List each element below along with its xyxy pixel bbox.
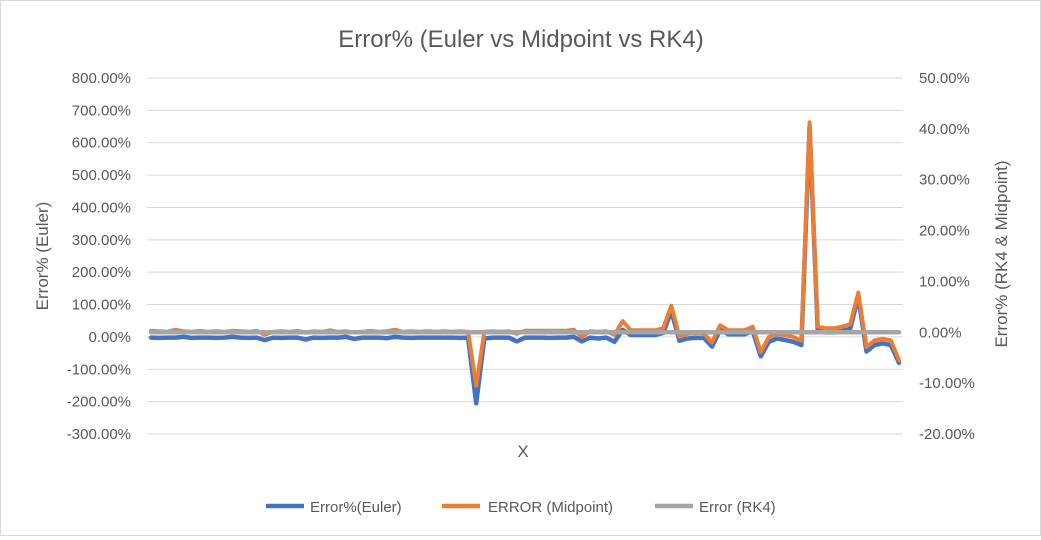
left-tick-label: -300.00% xyxy=(67,426,131,443)
right-tick-label: 40.00% xyxy=(919,121,970,138)
chart-title: Error% (Euler vs Midpoint vs RK4) xyxy=(338,26,703,53)
series-lines xyxy=(148,120,902,406)
x-axis-label: X xyxy=(517,442,528,461)
legend: Error%(Euler) ERROR (Midpoint) Error (RK4) xyxy=(266,499,776,516)
left-tick-label: 500.00% xyxy=(72,167,131,184)
right-tick-label: 20.00% xyxy=(919,223,970,240)
left-tick-label: 300.00% xyxy=(72,232,131,249)
left-tick-label: -100.00% xyxy=(67,361,131,378)
left-tick-label: 800.00% xyxy=(72,70,131,87)
legend-label: Error (RK4) xyxy=(699,499,776,516)
series-line-midpoint xyxy=(149,120,901,388)
right-tick-label: 0.00% xyxy=(919,324,962,341)
right-tick-label: 50.00% xyxy=(919,70,970,87)
right-axis-ticks: 50.00% 40.00% 30.00% 20.00% 10.00% 0.00% -10.0… xyxy=(919,70,975,443)
left-axis-ticks: 800.00% 700.00% 600.00% 500.00% 400.00% 300.0… xyxy=(67,70,131,443)
left-tick-label: 200.00% xyxy=(72,264,131,281)
left-tick-label: 400.00% xyxy=(72,199,131,216)
gridlines xyxy=(147,77,903,435)
right-tick-label: -20.00% xyxy=(919,426,975,443)
left-tick-label: 700.00% xyxy=(72,102,131,119)
left-axis-label: Error% (Euler) xyxy=(33,202,52,311)
legend-label: ERROR (Midpoint) xyxy=(488,499,613,516)
left-tick-label: -200.00% xyxy=(67,394,131,411)
series-line-euler xyxy=(148,124,902,406)
left-tick-label: 600.00% xyxy=(72,135,131,152)
right-tick-label: 30.00% xyxy=(919,172,970,189)
left-tick-label: 100.00% xyxy=(72,297,131,314)
legend-label: Error%(Euler) xyxy=(310,499,402,516)
left-tick-label: 0.00% xyxy=(88,329,131,346)
right-tick-label: 10.00% xyxy=(919,273,970,290)
right-tick-label: -10.00% xyxy=(919,375,975,392)
right-axis-label: Error% (RK4 & Midpoint) xyxy=(992,160,1011,347)
